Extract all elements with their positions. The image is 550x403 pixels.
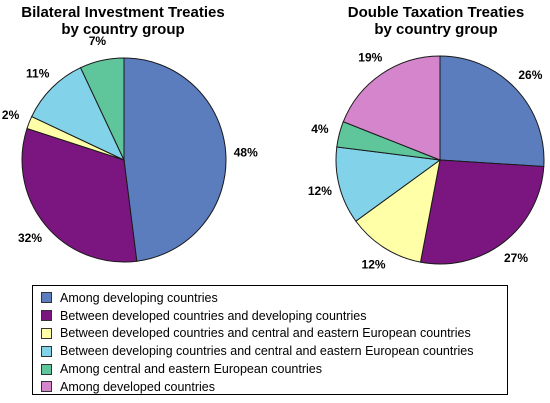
dtt-title: Double Taxation Treaties <box>347 4 525 21</box>
bit-subtitle: by country group <box>61 21 185 38</box>
legend-item: Between developed countries and developi… <box>41 307 507 325</box>
dtt-chart-title: Double Taxation Treaties by country grou… <box>318 4 550 38</box>
legend-swatch <box>41 327 52 339</box>
legend-item: Between developed countries and central … <box>41 325 507 343</box>
legend-swatch <box>41 310 52 322</box>
legend-swatch <box>41 363 52 375</box>
legend-label: Between developed countries and developi… <box>60 308 367 323</box>
bit-slice-among-developing <box>123 57 227 262</box>
bit-slice-developed-developing <box>21 127 138 263</box>
legend-label: Between developed countries and central … <box>60 326 471 341</box>
dtt-slice-developed-cee <box>355 158 441 263</box>
bit-slice-label: 32% <box>18 231 42 245</box>
legend-swatch <box>41 345 52 357</box>
bit-slice-label: 7% <box>89 34 107 48</box>
bit-title: Bilateral Investment Treaties <box>21 4 225 21</box>
bit-chart-title: Bilateral Investment Treaties by country… <box>0 4 246 38</box>
legend-swatch <box>41 381 52 393</box>
bit-slice-developing-cee <box>31 67 126 162</box>
dtt-slice-developing-cee <box>335 146 442 222</box>
legend-swatch <box>41 292 52 304</box>
dtt-slice-developed-developing <box>419 159 545 265</box>
legend-item: Among developing countries <box>41 289 507 307</box>
dtt-slice-label: 27% <box>504 251 528 265</box>
legend-label: Among central and eastern European count… <box>60 362 322 377</box>
pie-charts: 48% 32% 2% 11% 7% 26% 27% 12% 12% 4% 19% <box>2 34 545 272</box>
legend-label: Among developed countries <box>60 379 215 394</box>
dtt-slice-label: 12% <box>308 184 332 198</box>
legend-label: Among developing countries <box>60 290 218 305</box>
dtt-slice-label: 4% <box>311 122 329 136</box>
legend-item: Among developed countries <box>41 378 507 396</box>
bit-slice-label: 11% <box>26 67 50 81</box>
legend-label: Between developing countries and central… <box>60 344 474 359</box>
legend-item: Between developing countries and central… <box>41 342 507 360</box>
dtt-slice-label: 12% <box>362 258 386 272</box>
legend: Among developing countries Between develo… <box>32 285 508 395</box>
bit-slice-label: 2% <box>2 108 20 122</box>
dtt-slice-among-developing <box>439 55 545 168</box>
bit-slice-among-cee <box>79 57 125 161</box>
dtt-slice-label: 19% <box>358 50 382 64</box>
bit-slice-label: 48% <box>234 145 258 159</box>
dtt-subtitle: by country group <box>374 21 498 38</box>
dtt-slice-label: 26% <box>518 68 542 82</box>
legend-item: Among central and eastern European count… <box>41 360 507 378</box>
dtt-slice-among-developed <box>342 55 441 161</box>
